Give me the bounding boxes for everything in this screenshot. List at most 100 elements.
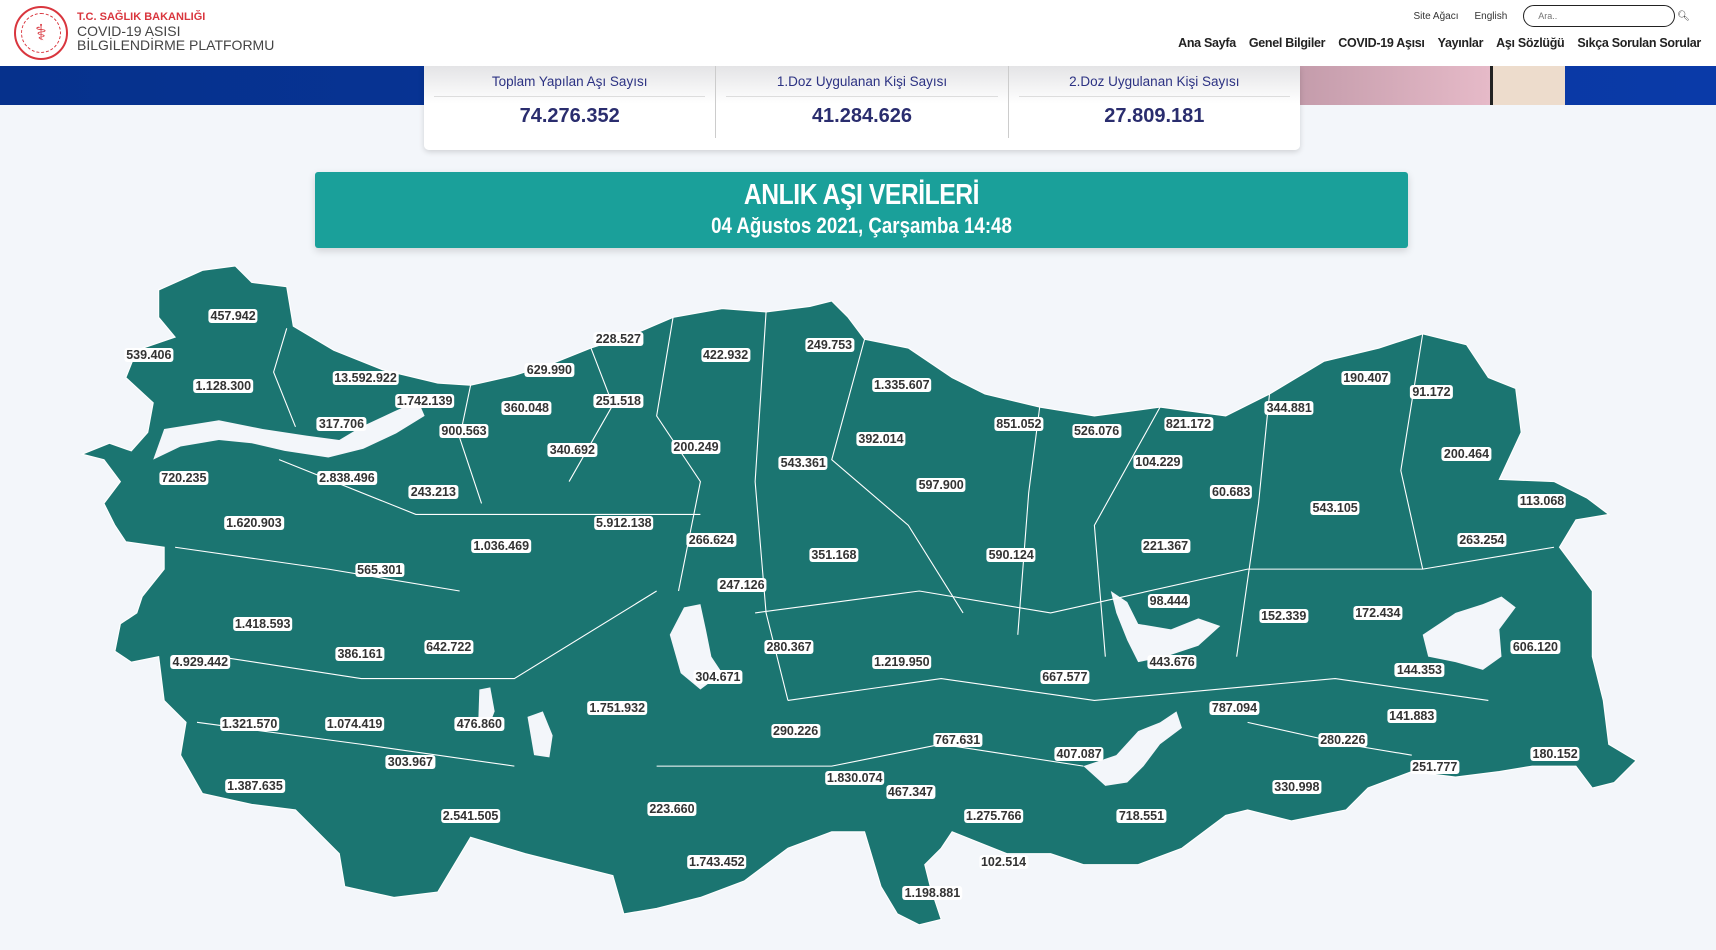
province-vaccine-count: 821.172 bbox=[1163, 416, 1214, 431]
nav-general-info[interactable]: Genel Bilgiler bbox=[1248, 36, 1326, 50]
province-vaccine-count: 629.990 bbox=[524, 362, 574, 377]
stat-total: Toplam Yapılan Aşı Sayısı 74.276.352 bbox=[424, 66, 717, 138]
main-nav: Ana Sayfa Genel Bilgiler COVID-19 Aşısı … bbox=[1178, 36, 1701, 50]
province-vaccine-count: 392.014 bbox=[856, 431, 906, 446]
top-links: Site Ağacı English 🔍︎ bbox=[1413, 5, 1690, 27]
province-vaccine-count: 200.249 bbox=[671, 439, 721, 454]
province-vaccine-count: 543.105 bbox=[1310, 500, 1360, 515]
province-vaccine-count: 243.213 bbox=[408, 485, 458, 500]
province-vaccine-count: 597.900 bbox=[916, 477, 966, 492]
stat-label: 1.Doz Uygulanan Kişi Sayısı bbox=[726, 66, 998, 97]
province-vaccine-count: 1.321.570 bbox=[219, 717, 280, 732]
english-link[interactable]: English bbox=[1474, 10, 1508, 22]
province-vaccine-count: 104.229 bbox=[1133, 454, 1183, 469]
stat-dose1: 1.Doz Uygulanan Kişi Sayısı 41.284.626 bbox=[716, 66, 1009, 138]
province-vaccine-count: 317.706 bbox=[316, 416, 367, 431]
province-vaccine-count: 144.353 bbox=[1394, 662, 1444, 677]
province-vaccine-count: 1.620.903 bbox=[224, 516, 284, 531]
turkey-outline[interactable] bbox=[80, 265, 1637, 926]
province-vaccine-count: 344.881 bbox=[1264, 401, 1314, 416]
stat-label: Toplam Yapılan Aşı Sayısı bbox=[434, 66, 706, 97]
province-vaccine-count: 1.275.766 bbox=[963, 809, 1024, 824]
search-icon[interactable]: 🔍︎ bbox=[1677, 10, 1690, 22]
van-lake bbox=[1422, 596, 1516, 670]
province-vaccine-count: 2.838.496 bbox=[317, 471, 377, 486]
province-vaccine-count: 1.074.419 bbox=[324, 717, 385, 732]
province-vaccine-count: 1.830.074 bbox=[824, 771, 885, 786]
province-vaccine-count: 228.527 bbox=[593, 332, 643, 347]
province-vaccine-count: 247.126 bbox=[717, 578, 767, 593]
platform-title-1: COVID-19 ASISI bbox=[77, 23, 181, 39]
province-vaccine-count: 4.929.442 bbox=[170, 655, 231, 670]
province-vaccine-count: 141.883 bbox=[1387, 708, 1437, 723]
province-vaccine-count: 304.671 bbox=[693, 670, 743, 685]
province-vaccine-count: 422.932 bbox=[700, 347, 751, 362]
tuz-lake bbox=[669, 604, 723, 690]
province-vaccine-count: 190.407 bbox=[1341, 370, 1391, 385]
province-vaccine-count: 443.676 bbox=[1147, 655, 1197, 670]
province-vaccine-count: 2.541.505 bbox=[440, 809, 501, 824]
province-vaccine-count: 1.743.452 bbox=[687, 855, 747, 870]
site-map-link[interactable]: Site Ağacı bbox=[1413, 10, 1459, 22]
nav-covid-vaccine[interactable]: COVID-19 Aşısı bbox=[1338, 36, 1425, 50]
province-vaccine-count: 152.339 bbox=[1259, 609, 1309, 624]
nav-home[interactable]: Ana Sayfa bbox=[1178, 36, 1236, 50]
province-vaccine-count: 223.660 bbox=[647, 801, 697, 816]
province-vaccine-count: 290.226 bbox=[771, 724, 821, 739]
nav-publications[interactable]: Yayınlar bbox=[1437, 36, 1484, 50]
search-input[interactable] bbox=[1523, 5, 1676, 27]
stat-dose2: 2.Doz Uygulanan Kişi Sayısı 27.809.181 bbox=[1009, 66, 1300, 138]
province-vaccine-count: 91.172 bbox=[1410, 384, 1453, 399]
stat-label: 2.Doz Uygulanan Kişi Sayısı bbox=[1018, 66, 1290, 97]
province-vaccine-count: 590.124 bbox=[986, 547, 1036, 562]
province-vaccine-count: 539.406 bbox=[124, 347, 174, 362]
ministry-logo[interactable]: ⚕ bbox=[14, 6, 68, 60]
province-vaccine-count: 1.128.300 bbox=[193, 379, 254, 394]
province-vaccine-count: 263.254 bbox=[1457, 532, 1507, 547]
nav-glossary[interactable]: Aşı Sözlüğü bbox=[1496, 36, 1565, 50]
nav-faq[interactable]: Sıkça Sorulan Sorular bbox=[1577, 36, 1701, 50]
province-vaccine-count: 351.168 bbox=[809, 547, 859, 562]
province-vaccine-count: 1.751.932 bbox=[587, 701, 648, 716]
province-vaccine-count: 606.120 bbox=[1510, 639, 1561, 654]
live-data-banner: ANLIK AŞI VERİLERİ 04 Ağustos 2021, Çarş… bbox=[315, 172, 1408, 248]
stat-value: 74.276.352 bbox=[519, 105, 620, 127]
site-header: ⚕ T.C. SAĞLIK BAKANLIĞI COVID-19 ASISI B… bbox=[0, 0, 1716, 66]
province-vaccine-count: 407.087 bbox=[1054, 747, 1104, 762]
province-vaccine-count: 457.942 bbox=[208, 309, 258, 324]
vaccine-stats-card: Toplam Yapılan Aşı Sayısı 74.276.352 1.D… bbox=[424, 66, 1300, 150]
province-vaccine-count: 13.592.922 bbox=[332, 370, 399, 385]
province-vaccine-count: 180.152 bbox=[1530, 747, 1580, 762]
province-vaccine-count: 386.161 bbox=[335, 647, 385, 662]
province-vaccine-count: 1.742.139 bbox=[394, 393, 455, 408]
province-vaccine-count: 526.076 bbox=[1071, 424, 1122, 439]
province-vaccine-count: 340.692 bbox=[547, 442, 597, 457]
province-vaccine-count: 642.722 bbox=[424, 639, 474, 654]
province-vaccine-count: 467.347 bbox=[885, 785, 936, 800]
province-vaccine-count: 787.094 bbox=[1209, 701, 1260, 716]
province-vaccine-count: 1.219.950 bbox=[871, 655, 932, 670]
province-vaccine-count: 280.226 bbox=[1318, 732, 1368, 747]
province-vaccine-count: 1.387.635 bbox=[225, 778, 285, 793]
province-vaccine-count: 330.998 bbox=[1272, 779, 1322, 794]
keban-dam bbox=[1110, 591, 1221, 663]
province-vaccine-count: 851.052 bbox=[994, 416, 1044, 431]
platform-title-2: BİLGİLENDİRME PLATFORMU bbox=[77, 37, 275, 53]
province-vaccine-count: 60.683 bbox=[1210, 485, 1253, 500]
province-vaccine-count: 900.563 bbox=[439, 424, 489, 439]
province-vaccine-count: 5.912.138 bbox=[593, 516, 654, 531]
province-vaccine-count: 102.514 bbox=[978, 855, 1029, 870]
province-vaccine-count: 280.367 bbox=[764, 639, 814, 654]
banner-title: ANLIK AŞI VERİLERİ bbox=[743, 179, 980, 211]
stat-value: 41.284.626 bbox=[811, 105, 913, 127]
banner-datetime: 04 Ağustos 2021, Çarşamba 14:48 bbox=[711, 213, 1012, 238]
province-vaccine-count: 251.777 bbox=[1410, 760, 1460, 775]
province-vaccine-count: 767.631 bbox=[932, 732, 983, 747]
province-vaccine-count: 251.518 bbox=[593, 393, 643, 408]
province-vaccine-count: 1.335.607 bbox=[871, 378, 932, 393]
province-vaccine-count: 200.464 bbox=[1441, 447, 1492, 462]
egirdir-lake bbox=[527, 711, 553, 758]
brand[interactable]: T.C. SAĞLIK BAKANLIĞI COVID-19 ASISI BİL… bbox=[77, 10, 274, 52]
province-vaccine-count: 221.367 bbox=[1140, 539, 1191, 554]
province-vaccine-count: 172.434 bbox=[1353, 605, 1403, 620]
